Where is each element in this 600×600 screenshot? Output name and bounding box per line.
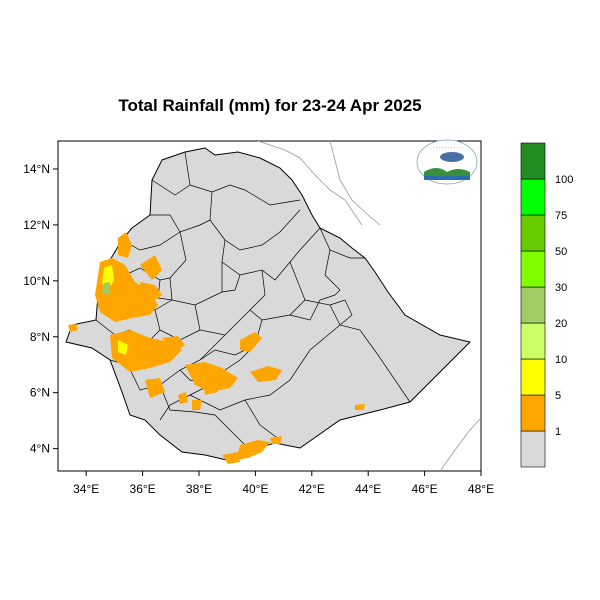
legend-label: 10 (555, 354, 567, 366)
x-tick-label: 36°E (130, 482, 156, 496)
ethiopia-land (65, 147, 471, 463)
y-tick-label: 10°N (23, 274, 50, 288)
legend-color-box (520, 250, 546, 288)
y-tick-label: 4°N (30, 442, 50, 456)
legend-label: 75 (555, 210, 567, 222)
legend-color-box (520, 430, 546, 468)
legend-color-box (520, 142, 546, 180)
x-tick-label: 44°E (355, 482, 381, 496)
map-title: Total Rainfall (mm) for 23-24 Apr 2025 (118, 96, 422, 115)
legend-color-box (520, 394, 546, 432)
legend: 1 5 10 20 30 50 75 100 (520, 142, 573, 468)
map-area: · · · · · · · · · · (65, 139, 482, 472)
svg-text:· · · · · · · · · ·: · · · · · · · · · · (432, 145, 461, 151)
rainfall-30-50mm (102, 282, 110, 295)
legend-color-box (520, 286, 546, 324)
y-tick-label: 14°N (23, 162, 50, 176)
legend-label: 1 (555, 426, 561, 438)
y-tick-label: 12°N (23, 218, 50, 232)
legend-label: 50 (555, 246, 567, 258)
legend-color-box (520, 214, 546, 252)
x-tick-label: 38°E (186, 482, 212, 496)
x-tick-label: 46°E (412, 482, 438, 496)
ema-logo: · · · · · · · · · · (416, 139, 478, 185)
legend-color-box (520, 178, 546, 216)
legend-label: 100 (555, 174, 573, 186)
neighbor-boundary (257, 140, 363, 226)
neighbor-boundary (329, 140, 381, 226)
legend-label: 5 (555, 390, 561, 402)
x-tick-label: 42°E (299, 482, 325, 496)
y-axis: 4°N 6°N 8°N 10°N 12°N 14°N (23, 162, 58, 456)
legend-label: 20 (555, 318, 567, 330)
x-tick-label: 40°E (242, 482, 268, 496)
legend-label: 30 (555, 282, 567, 294)
x-tick-label: 34°E (73, 482, 99, 496)
neighbor-boundary (439, 417, 482, 472)
y-tick-label: 8°N (30, 330, 50, 344)
legend-color-box (520, 358, 546, 396)
y-tick-label: 6°N (30, 386, 50, 400)
x-tick-label: 48°E (468, 482, 494, 496)
x-axis: 34°E 36°E 38°E 40°E 42°E 44°E 46°E 48°E (73, 471, 494, 496)
legend-color-box (520, 322, 546, 360)
